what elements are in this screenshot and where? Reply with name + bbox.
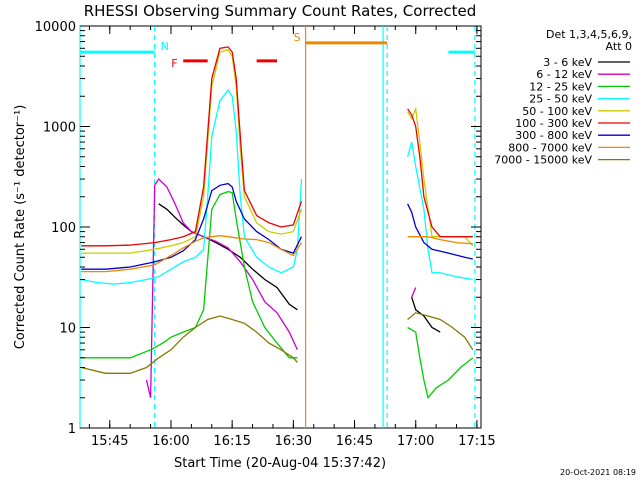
flag-label-f: F xyxy=(171,57,177,70)
flag-label-n: N xyxy=(161,40,169,53)
y-tick-label: 1 xyxy=(68,422,76,437)
series-line xyxy=(81,315,298,374)
legend-label: 7000 - 15000 keV xyxy=(494,154,592,167)
flag-label-s: S xyxy=(294,31,301,44)
y-tick-label: 1000 xyxy=(43,121,76,136)
chart-title: RHESSI Observing Summary Count Rates, Co… xyxy=(84,2,477,20)
legend-label: 100 - 300 keV xyxy=(515,117,592,130)
series-line xyxy=(81,190,298,359)
y-tick-label: 10000 xyxy=(35,20,76,35)
flag-bars: NF S xyxy=(80,31,475,70)
x-tick-label: 17:00 xyxy=(397,434,434,449)
series-line xyxy=(407,108,473,238)
legend-label: 800 - 7000 keV xyxy=(508,141,592,154)
legend-label: 50 - 100 keV xyxy=(522,105,592,118)
x-tick-label: 16:30 xyxy=(275,434,312,449)
x-tick-label: 15:45 xyxy=(91,434,128,449)
legend-label: 6 - 12 keV xyxy=(536,68,592,81)
series-line xyxy=(81,182,303,270)
series-line xyxy=(407,326,474,400)
series-lines xyxy=(81,46,474,400)
x-tick-label: 16:00 xyxy=(152,434,189,449)
x-axis-label: Start Time (20-Aug-04 15:37:42) xyxy=(174,456,386,471)
y-tick-label: 10 xyxy=(59,322,76,337)
x-tick-label: 17:15 xyxy=(458,434,495,449)
y-tick-label: 100 xyxy=(51,221,76,236)
legend-header: Att 0 xyxy=(606,40,632,53)
legend-label: 300 - 800 keV xyxy=(515,129,592,142)
legend-header: Det 1,3,4,5,6,9, xyxy=(546,28,632,41)
series-line xyxy=(145,177,298,398)
series-line xyxy=(406,141,473,281)
legend-label: 25 - 50 keV xyxy=(529,93,592,106)
series-line xyxy=(407,236,473,245)
series-line xyxy=(407,203,473,260)
y-axis: 1 10 100 1000 10000 xyxy=(35,20,481,437)
legend-label: 12 - 25 keV xyxy=(529,80,592,93)
legend-label: 3 - 6 keV xyxy=(543,56,592,69)
x-axis: 15:45 16:00 16:15 16:30 16:45 17:00 17:15 xyxy=(88,26,496,449)
plot-area: NF S xyxy=(79,25,482,429)
series-line xyxy=(411,297,441,333)
series-line xyxy=(407,312,474,351)
series-line xyxy=(81,46,303,247)
x-tick-label: 16:45 xyxy=(336,434,373,449)
y-axis-label: Corrected Count Rate (s⁻¹ detector⁻¹) xyxy=(13,105,28,350)
series-line xyxy=(81,88,303,285)
timestamp: 20-Oct-2021 08:19 xyxy=(560,468,636,477)
series-line xyxy=(158,203,298,311)
x-tick-label: 16:15 xyxy=(213,434,250,449)
series-line xyxy=(81,49,303,254)
series-line xyxy=(411,287,417,298)
series-line xyxy=(81,235,303,273)
